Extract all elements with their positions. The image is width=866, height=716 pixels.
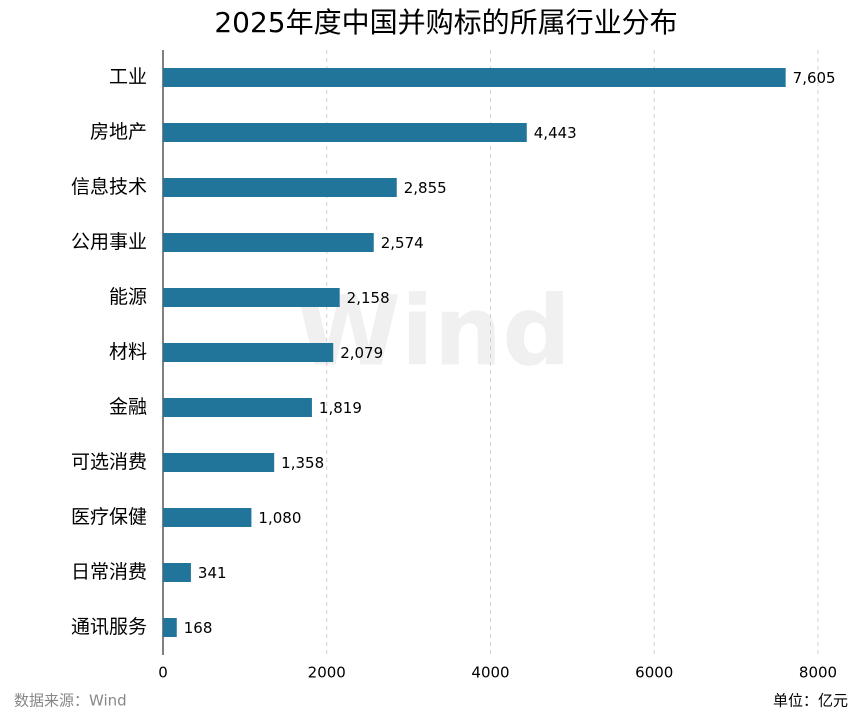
value-label: 168 (184, 619, 213, 637)
bar (163, 508, 252, 527)
x-tick-label: 6000 (635, 664, 673, 682)
x-tick-label: 0 (158, 664, 168, 682)
value-label: 1,358 (281, 454, 324, 472)
y-tick-label: 公用事业 (71, 231, 147, 253)
value-label: 2,855 (404, 179, 447, 197)
y-tick-label: 日常消费 (71, 561, 147, 583)
bar (163, 343, 334, 362)
y-tick-label: 通讯服务 (71, 616, 147, 638)
watermark: Wind (295, 275, 571, 387)
y-tick-label: 房地产 (90, 121, 147, 143)
y-tick-label: 可选消费 (71, 451, 147, 473)
y-tick-label: 材料 (109, 341, 147, 363)
chart-title: 2025年度中国并购标的所属行业分布 (214, 6, 677, 39)
value-label: 2,079 (340, 344, 383, 362)
bar (163, 123, 527, 142)
bar (163, 68, 786, 87)
bar (163, 563, 191, 582)
source: 数据来源：Wind (14, 692, 127, 710)
value-label: 2,158 (347, 289, 390, 307)
value-label: 1,819 (319, 399, 362, 417)
bar (163, 178, 397, 197)
value-label: 341 (198, 564, 227, 582)
bar (163, 233, 374, 252)
bar (163, 398, 312, 417)
x-tick-label: 8000 (799, 664, 837, 682)
y-tick-label: 金融 (109, 396, 147, 418)
value-label: 4,443 (534, 124, 577, 142)
bar (163, 618, 177, 637)
value-label: 2,574 (381, 234, 424, 252)
y-tick-label: 信息技术 (71, 176, 147, 198)
y-tick-label: 工业 (109, 66, 147, 88)
x-tick-label: 2000 (308, 664, 346, 682)
y-tick-label: 医疗保健 (71, 506, 147, 528)
x-tick-label: 4000 (471, 664, 509, 682)
bar (163, 288, 340, 307)
unit: 单位：亿元 (773, 692, 848, 710)
bar (163, 453, 275, 472)
y-tick-label: 能源 (109, 286, 147, 308)
value-label: 7,605 (793, 69, 836, 87)
value-label: 1,080 (258, 509, 301, 527)
